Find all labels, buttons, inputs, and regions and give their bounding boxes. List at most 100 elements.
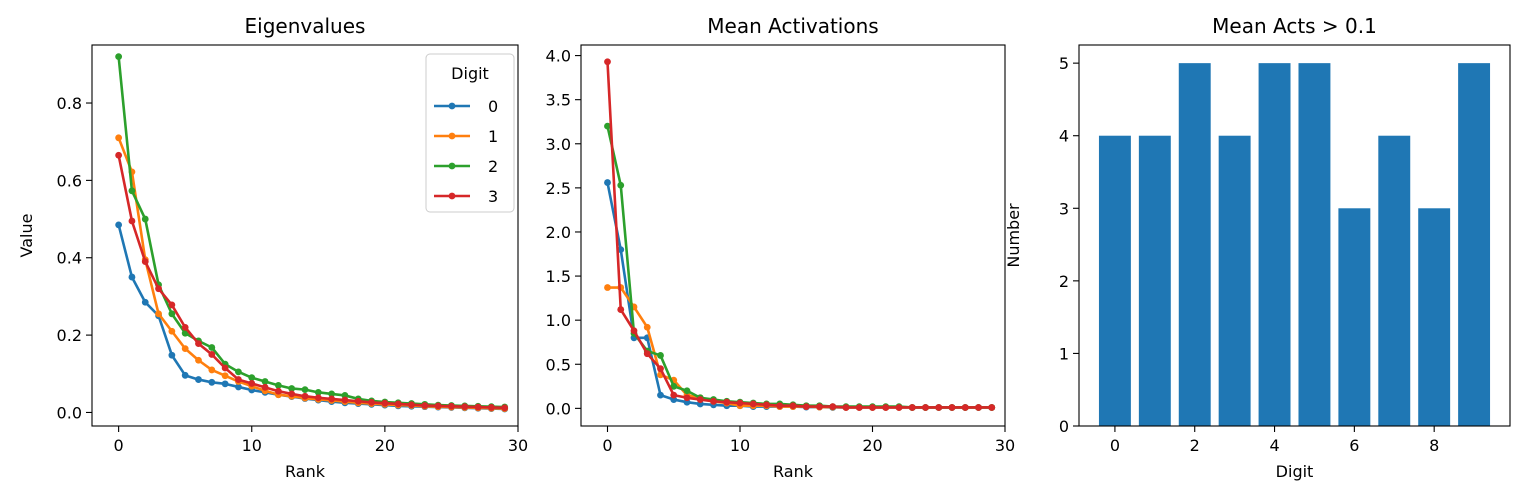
- data-point-3: [670, 391, 678, 399]
- plot-frame: [580, 44, 1006, 427]
- legend-frame: [425, 53, 515, 213]
- bar-digit-0: [1098, 135, 1131, 426]
- series-line-0: [117, 224, 505, 411]
- legend-entry-2: 2: [488, 157, 498, 176]
- y-tick-label: 0: [1059, 417, 1069, 436]
- data-point-3: [961, 404, 969, 411]
- data-point-0: [195, 376, 202, 383]
- data-point-2: [657, 352, 664, 359]
- data-point-2: [288, 385, 296, 392]
- x-tick-label: 8: [1429, 436, 1439, 455]
- y-tick-label: 4.0: [546, 47, 571, 66]
- data-point-1: [181, 345, 189, 353]
- data-point-3: [908, 404, 916, 411]
- data-point-1: [155, 310, 162, 318]
- data-point-3: [604, 58, 611, 66]
- x-tick-label: 0: [114, 436, 124, 455]
- data-point-3: [434, 402, 442, 410]
- x-tick-label: 0: [1110, 436, 1120, 455]
- data-point-2: [208, 344, 216, 351]
- data-point-3: [195, 340, 202, 348]
- x-tick-label: 30: [995, 436, 1015, 455]
- y-tick-label: 0.0: [546, 399, 571, 418]
- x-tick-label: 10: [242, 436, 262, 455]
- y-tick-label: 0.8: [57, 94, 82, 113]
- x-axis-label: Rank: [773, 462, 814, 481]
- data-point-3: [235, 376, 242, 383]
- series-line-0: [606, 182, 992, 409]
- data-point-2: [683, 387, 691, 395]
- y-tick-label: 2: [1059, 272, 1069, 291]
- data-point-0: [657, 391, 664, 399]
- data-point-3: [895, 404, 903, 411]
- data-point-3: [922, 404, 929, 411]
- y-tick-label: 0.2: [57, 326, 82, 345]
- data-point-2: [141, 215, 149, 223]
- y-tick-label: 5: [1059, 54, 1069, 73]
- x-tick-label: 2: [1190, 436, 1200, 455]
- data-point-3: [842, 404, 850, 411]
- data-point-3: [408, 401, 415, 409]
- legend-marker-3: [448, 192, 456, 200]
- bar-digit-6: [1338, 208, 1371, 426]
- data-point-3: [128, 217, 136, 225]
- data-point-2: [115, 53, 123, 61]
- bar-digit-4: [1258, 63, 1291, 427]
- data-point-0: [115, 221, 123, 229]
- bar-digit-1: [1138, 135, 1171, 426]
- data-point-3: [683, 394, 691, 402]
- data-point-3: [855, 404, 863, 411]
- y-tick-label: 3.5: [546, 91, 571, 110]
- y-tick-label: 2.5: [546, 179, 571, 198]
- x-axis-label: Rank: [285, 462, 326, 481]
- mean-acts-bar-chart: Mean Acts > 0.1 Digit Number 0 2 4 6 8 0 1 2 3 4 5: [1004, 14, 1511, 481]
- y-axis-label: Value: [17, 214, 36, 258]
- data-point-3: [501, 404, 509, 412]
- bar-digit-5: [1298, 63, 1331, 427]
- data-point-1: [221, 372, 229, 380]
- data-point-3: [763, 401, 770, 409]
- data-point-3: [882, 404, 890, 411]
- data-point-0: [617, 246, 625, 254]
- x-tick-label: 6: [1349, 436, 1359, 455]
- data-point-1: [643, 323, 651, 331]
- data-point-3: [657, 365, 664, 373]
- x-tick-label: 20: [862, 436, 882, 455]
- x-tick-label: 10: [730, 436, 750, 455]
- data-point-3: [314, 394, 322, 402]
- chart-title: Mean Acts > 0.1: [1212, 14, 1377, 38]
- data-point-3: [181, 323, 189, 331]
- y-tick-label: 0.6: [57, 171, 82, 190]
- data-point-3: [776, 402, 784, 410]
- data-point-3: [736, 399, 744, 407]
- y-tick-label: 0.4: [57, 249, 82, 268]
- data-point-0: [181, 371, 189, 379]
- x-tick-label: 30: [508, 436, 528, 455]
- data-point-0: [604, 179, 611, 186]
- data-point-3: [948, 404, 956, 411]
- series-line-3: [606, 61, 992, 409]
- data-point-3: [288, 390, 296, 398]
- y-tick-label: 3: [1059, 199, 1069, 218]
- data-point-3: [341, 396, 349, 404]
- data-point-1: [195, 356, 202, 364]
- y-tick-label: 4: [1059, 127, 1069, 146]
- data-point-3: [816, 403, 823, 410]
- y-tick-label: 3.0: [546, 135, 571, 154]
- data-point-3: [274, 387, 282, 395]
- series-line-2: [606, 125, 992, 409]
- data-point-3: [935, 404, 943, 411]
- data-point-1: [115, 134, 123, 142]
- data-point-1: [604, 284, 611, 291]
- plot-frame: [1078, 44, 1511, 427]
- data-point-2: [274, 381, 282, 389]
- legend-entry-0: 0: [488, 97, 498, 116]
- data-point-3: [115, 151, 123, 159]
- data-point-1: [208, 366, 216, 374]
- data-point-0: [221, 380, 229, 388]
- data-point-3: [421, 402, 429, 409]
- data-point-3: [643, 350, 651, 358]
- data-point-2: [301, 386, 309, 394]
- data-point-3: [261, 383, 269, 391]
- plot-frame: [91, 44, 519, 427]
